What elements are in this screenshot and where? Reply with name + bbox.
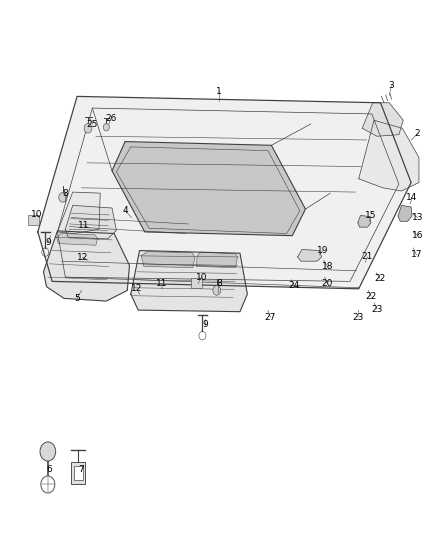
Text: 10: 10: [31, 210, 42, 219]
Polygon shape: [112, 142, 305, 236]
Polygon shape: [38, 96, 411, 289]
Text: 11: 11: [78, 221, 89, 230]
FancyBboxPatch shape: [71, 462, 85, 484]
Text: 12: 12: [131, 284, 143, 293]
Text: 21: 21: [362, 253, 373, 261]
Text: 9: 9: [202, 320, 208, 329]
Text: 24: 24: [289, 280, 300, 289]
Polygon shape: [131, 251, 247, 312]
Polygon shape: [141, 252, 195, 268]
Polygon shape: [398, 205, 412, 221]
Text: 25: 25: [87, 119, 98, 128]
Text: 9: 9: [45, 238, 51, 247]
Text: 16: 16: [412, 231, 424, 240]
Text: 4: 4: [122, 206, 128, 215]
Text: 23: 23: [371, 304, 383, 313]
Text: 19: 19: [317, 246, 328, 255]
Circle shape: [59, 192, 67, 202]
Circle shape: [213, 286, 221, 295]
Text: 5: 5: [74, 294, 80, 303]
Text: 11: 11: [155, 279, 167, 288]
Text: 8: 8: [63, 189, 68, 198]
Text: 12: 12: [77, 253, 88, 262]
Text: 7: 7: [78, 465, 85, 474]
Text: 17: 17: [410, 251, 422, 260]
Polygon shape: [43, 231, 130, 301]
Polygon shape: [297, 249, 321, 261]
Text: 23: 23: [352, 312, 364, 321]
Text: 8: 8: [216, 279, 222, 288]
Text: 22: 22: [365, 292, 377, 301]
Text: 2: 2: [415, 129, 420, 138]
FancyBboxPatch shape: [74, 466, 83, 480]
Circle shape: [40, 442, 56, 461]
Text: 20: 20: [321, 279, 333, 288]
Text: 18: 18: [321, 262, 333, 271]
Text: 15: 15: [365, 212, 377, 221]
FancyBboxPatch shape: [28, 215, 39, 225]
Polygon shape: [358, 215, 371, 227]
Polygon shape: [196, 252, 237, 268]
Text: 6: 6: [47, 465, 53, 474]
Text: 3: 3: [389, 81, 394, 90]
Text: 13: 13: [412, 213, 424, 222]
Polygon shape: [57, 233, 98, 245]
Text: 14: 14: [406, 193, 418, 202]
Text: 10: 10: [196, 273, 207, 281]
FancyBboxPatch shape: [191, 278, 201, 288]
Text: 22: 22: [374, 273, 385, 282]
Circle shape: [84, 124, 92, 133]
Text: 1: 1: [216, 86, 222, 95]
Polygon shape: [65, 205, 117, 239]
Text: 26: 26: [105, 114, 117, 123]
Text: 27: 27: [265, 312, 276, 321]
Circle shape: [103, 124, 110, 131]
Polygon shape: [359, 120, 419, 191]
Polygon shape: [362, 103, 403, 136]
Polygon shape: [57, 192, 100, 233]
